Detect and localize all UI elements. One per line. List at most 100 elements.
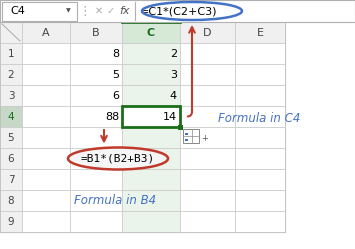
Bar — [180, 190, 235, 211]
Bar — [70, 211, 122, 232]
Bar — [70, 169, 122, 190]
Bar — [70, 22, 122, 43]
Bar — [0, 85, 22, 106]
Bar — [185, 133, 188, 135]
Bar — [0, 190, 22, 211]
Text: 4: 4 — [170, 90, 177, 101]
Bar — [122, 106, 180, 127]
Text: ▼: ▼ — [66, 8, 71, 13]
Bar — [0, 148, 22, 169]
Bar — [180, 106, 235, 127]
Bar — [70, 64, 122, 85]
Bar — [122, 211, 180, 232]
Text: 3: 3 — [8, 90, 14, 101]
Text: 14: 14 — [163, 112, 177, 122]
Text: Formula in C4: Formula in C4 — [218, 112, 300, 125]
Text: ✓: ✓ — [107, 6, 115, 16]
Bar — [22, 85, 70, 106]
Bar — [0, 64, 22, 85]
Bar — [235, 169, 285, 190]
Bar — [70, 43, 122, 64]
Bar — [185, 139, 188, 141]
Text: Formula in B4: Formula in B4 — [74, 194, 156, 207]
Bar — [22, 43, 70, 64]
Text: C: C — [147, 27, 155, 38]
Text: 9: 9 — [8, 216, 14, 227]
Bar — [180, 127, 235, 148]
Bar — [70, 148, 122, 169]
Text: 2: 2 — [170, 49, 177, 59]
Text: ✕: ✕ — [95, 6, 103, 16]
Bar — [122, 64, 180, 85]
Bar — [22, 211, 70, 232]
Bar — [122, 190, 180, 211]
Text: 7: 7 — [8, 175, 14, 185]
Text: E: E — [257, 27, 263, 38]
Bar — [122, 127, 180, 148]
Bar — [122, 148, 180, 169]
Bar — [2, 2, 77, 21]
Bar — [22, 190, 70, 211]
Text: ⋮: ⋮ — [79, 4, 91, 17]
Ellipse shape — [68, 147, 168, 170]
Text: 8: 8 — [112, 49, 119, 59]
Bar — [0, 0, 355, 22]
Bar — [22, 169, 70, 190]
Bar — [235, 43, 285, 64]
Bar — [235, 64, 285, 85]
Bar — [235, 22, 285, 43]
Bar — [180, 43, 235, 64]
Bar — [0, 43, 22, 64]
Bar — [180, 169, 235, 190]
Bar — [22, 22, 70, 43]
Bar — [70, 85, 122, 106]
Bar — [0, 211, 22, 232]
Text: +: + — [201, 134, 208, 143]
Bar — [235, 106, 285, 127]
Text: 2: 2 — [8, 69, 14, 79]
Bar — [22, 106, 70, 127]
Bar — [180, 148, 235, 169]
Bar — [180, 211, 235, 232]
Text: 5: 5 — [112, 69, 119, 79]
Text: 5: 5 — [8, 132, 14, 142]
Text: A: A — [42, 27, 50, 38]
Text: 6: 6 — [112, 90, 119, 101]
Text: 88: 88 — [105, 112, 119, 122]
Text: 8: 8 — [8, 195, 14, 205]
Bar — [122, 106, 180, 127]
Bar — [235, 211, 285, 232]
Bar — [180, 85, 235, 106]
Text: =B1*(B2+B3): =B1*(B2+B3) — [81, 153, 155, 164]
Text: C4: C4 — [10, 6, 25, 16]
Bar — [22, 148, 70, 169]
Bar — [178, 124, 182, 129]
Text: fx: fx — [120, 6, 130, 16]
Bar — [70, 190, 122, 211]
Text: B: B — [92, 27, 100, 38]
Bar — [180, 64, 235, 85]
Text: D: D — [203, 27, 212, 38]
Text: =C1*(C2+C3): =C1*(C2+C3) — [140, 6, 218, 16]
Bar — [235, 190, 285, 211]
Bar — [122, 85, 180, 106]
Bar — [122, 169, 180, 190]
Bar — [122, 43, 180, 64]
Bar — [235, 85, 285, 106]
Bar — [22, 127, 70, 148]
Text: 6: 6 — [8, 153, 14, 164]
Bar — [0, 106, 22, 127]
Bar — [22, 64, 70, 85]
Bar — [122, 22, 180, 43]
Bar — [0, 22, 22, 43]
Text: 3: 3 — [170, 69, 177, 79]
Bar — [235, 127, 285, 148]
Bar — [183, 129, 199, 143]
Bar — [0, 127, 22, 148]
Bar — [235, 148, 285, 169]
Bar — [0, 22, 285, 232]
Bar — [180, 22, 235, 43]
Bar — [70, 106, 122, 127]
Bar — [0, 169, 22, 190]
Bar — [70, 127, 122, 148]
